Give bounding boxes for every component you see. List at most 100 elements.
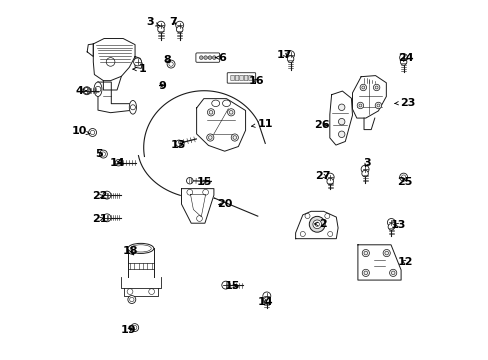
Text: 19: 19 xyxy=(121,325,136,336)
Circle shape xyxy=(127,296,136,303)
Circle shape xyxy=(157,21,164,29)
Circle shape xyxy=(175,21,183,29)
Circle shape xyxy=(99,150,107,158)
Ellipse shape xyxy=(94,82,102,96)
Text: 24: 24 xyxy=(397,53,413,63)
Polygon shape xyxy=(93,39,135,81)
FancyBboxPatch shape xyxy=(239,75,243,81)
FancyBboxPatch shape xyxy=(230,75,234,81)
Text: 7: 7 xyxy=(169,17,177,27)
Circle shape xyxy=(222,282,228,288)
Text: 15: 15 xyxy=(196,177,211,187)
Circle shape xyxy=(399,173,407,181)
Text: 11: 11 xyxy=(251,119,273,129)
Polygon shape xyxy=(98,82,133,113)
Circle shape xyxy=(186,177,193,184)
Ellipse shape xyxy=(222,100,230,107)
Circle shape xyxy=(176,26,183,33)
Circle shape xyxy=(400,59,406,65)
Polygon shape xyxy=(329,91,352,145)
Text: 5: 5 xyxy=(95,149,102,159)
Circle shape xyxy=(103,215,110,221)
Circle shape xyxy=(338,104,344,111)
Circle shape xyxy=(386,219,394,226)
Circle shape xyxy=(373,84,379,91)
Circle shape xyxy=(231,134,238,141)
Circle shape xyxy=(356,102,363,109)
FancyBboxPatch shape xyxy=(244,75,247,81)
FancyBboxPatch shape xyxy=(235,75,239,81)
Circle shape xyxy=(103,192,110,198)
Circle shape xyxy=(374,102,381,109)
Circle shape xyxy=(199,56,203,59)
Circle shape xyxy=(175,140,182,147)
Circle shape xyxy=(206,134,213,141)
Circle shape xyxy=(382,249,389,257)
FancyBboxPatch shape xyxy=(248,75,252,81)
Circle shape xyxy=(338,118,344,125)
Circle shape xyxy=(207,109,214,116)
Circle shape xyxy=(115,159,122,166)
Circle shape xyxy=(338,131,344,138)
Polygon shape xyxy=(357,245,400,280)
Text: 12: 12 xyxy=(397,257,413,267)
Circle shape xyxy=(82,87,91,95)
Circle shape xyxy=(212,56,216,59)
Text: 23: 23 xyxy=(394,98,415,108)
Circle shape xyxy=(130,324,139,332)
Circle shape xyxy=(263,292,270,300)
Ellipse shape xyxy=(211,100,219,107)
Circle shape xyxy=(399,54,407,62)
Text: 26: 26 xyxy=(313,120,329,130)
Circle shape xyxy=(387,224,394,230)
Text: 4: 4 xyxy=(76,86,86,96)
Circle shape xyxy=(263,297,269,303)
Circle shape xyxy=(326,178,333,185)
Text: 16: 16 xyxy=(248,76,264,86)
Circle shape xyxy=(362,269,368,276)
Circle shape xyxy=(389,269,396,276)
Circle shape xyxy=(286,51,294,59)
Circle shape xyxy=(362,249,368,257)
Polygon shape xyxy=(181,189,213,223)
Circle shape xyxy=(167,60,175,68)
Circle shape xyxy=(158,26,164,33)
Text: 14: 14 xyxy=(257,297,273,307)
Circle shape xyxy=(133,58,141,66)
Circle shape xyxy=(103,214,111,222)
Text: 25: 25 xyxy=(396,177,411,187)
Text: 18: 18 xyxy=(122,246,138,256)
Polygon shape xyxy=(352,76,386,118)
Text: 1: 1 xyxy=(133,64,146,74)
Text: 3: 3 xyxy=(363,158,370,168)
Circle shape xyxy=(103,191,111,199)
Text: 14: 14 xyxy=(110,158,125,168)
Text: 21: 21 xyxy=(92,214,107,224)
Circle shape xyxy=(88,129,96,136)
Circle shape xyxy=(312,220,321,229)
Text: 8: 8 xyxy=(163,55,171,66)
Polygon shape xyxy=(295,211,337,239)
Circle shape xyxy=(309,216,325,232)
Text: 17: 17 xyxy=(277,50,292,60)
Text: 9: 9 xyxy=(158,81,166,91)
FancyBboxPatch shape xyxy=(196,53,219,62)
Circle shape xyxy=(361,165,368,173)
Circle shape xyxy=(203,56,207,59)
Text: 15: 15 xyxy=(224,281,239,291)
Circle shape xyxy=(208,56,211,59)
FancyBboxPatch shape xyxy=(227,73,255,83)
Circle shape xyxy=(222,281,229,289)
Text: 27: 27 xyxy=(315,171,330,181)
Circle shape xyxy=(361,170,367,177)
Text: 6: 6 xyxy=(215,53,225,63)
Circle shape xyxy=(359,84,366,91)
Circle shape xyxy=(83,87,90,94)
Circle shape xyxy=(325,173,333,181)
Text: 13: 13 xyxy=(390,220,406,230)
Circle shape xyxy=(287,56,293,62)
Polygon shape xyxy=(196,99,245,151)
Ellipse shape xyxy=(129,100,136,114)
Text: 3: 3 xyxy=(146,17,159,27)
Circle shape xyxy=(227,109,234,116)
